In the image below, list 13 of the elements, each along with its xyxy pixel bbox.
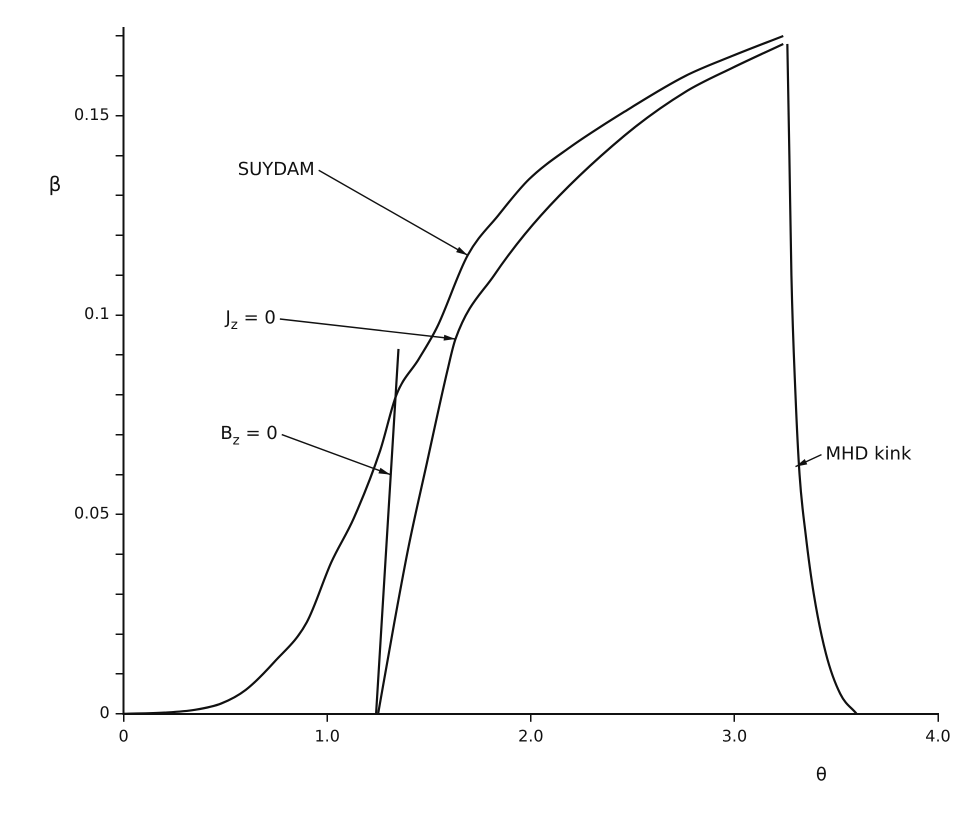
y-axis-title: β: [48, 172, 62, 196]
x-tick-label: 4.0: [925, 726, 951, 746]
y-tick-label: 0.05: [74, 504, 110, 523]
y-tick-label: 0: [99, 702, 110, 722]
y-tick-label: 0.15: [74, 104, 110, 124]
y-tick-label: 0.1: [84, 304, 110, 324]
x-tick-label: 2.0: [518, 726, 544, 746]
x-axis-title: θ: [816, 764, 827, 786]
annotation: SUYDAM: [238, 158, 315, 180]
x-tick-label: 1.0: [314, 726, 340, 746]
x-tick-label: 0: [118, 726, 129, 746]
x-tick-label: 3.0: [722, 726, 748, 746]
annotation: MHD kink: [825, 443, 912, 464]
